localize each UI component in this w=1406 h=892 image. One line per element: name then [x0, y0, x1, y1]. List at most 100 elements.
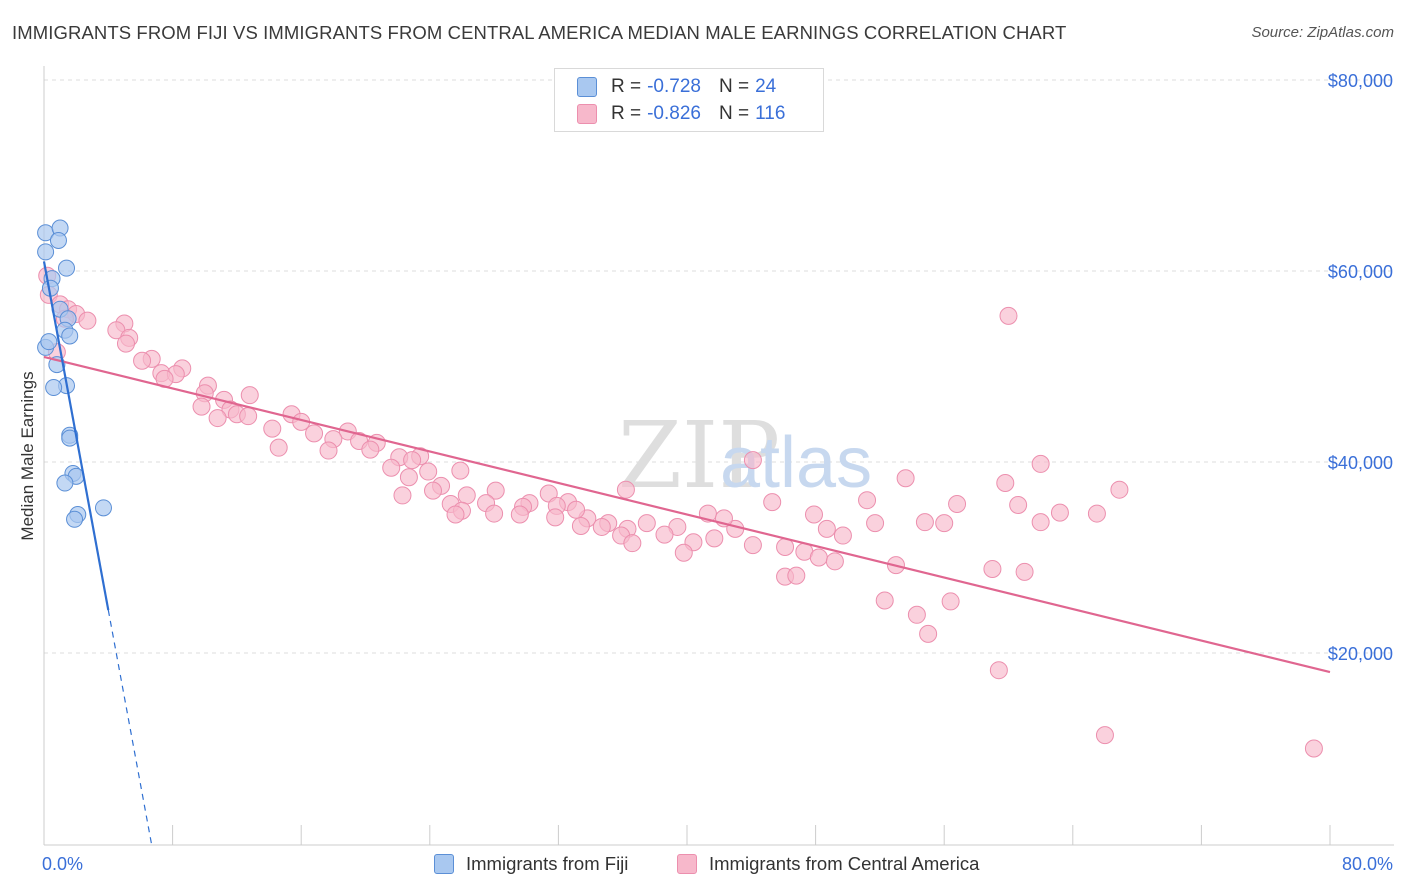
central-america-point — [875, 591, 894, 610]
central-america-legend-label: Immigrants from Central America — [709, 853, 980, 874]
central-america-point — [763, 493, 782, 512]
central-america-point — [1031, 454, 1050, 473]
central-america-point — [319, 441, 338, 460]
chart-source: Source: ZipAtlas.com — [1251, 24, 1394, 41]
central-america-point — [1009, 495, 1028, 514]
central-america-point — [361, 440, 380, 459]
watermark: ZIP atlas — [618, 402, 872, 509]
central-america-point — [948, 495, 967, 514]
central-america-point — [787, 566, 806, 585]
central-america-point — [399, 468, 418, 487]
central-america-point — [208, 409, 227, 428]
legend-row-fiji: R = -0.728 N = 24 — [577, 75, 776, 99]
y-tick-label: $60,000 — [1328, 262, 1393, 282]
bottom-legend-fiji: Immigrants from Fiji — [434, 852, 628, 876]
central-america-point — [637, 514, 656, 533]
central-america-legend-swatch — [677, 854, 697, 874]
central-america-point — [941, 592, 960, 611]
central-america-point — [239, 407, 258, 426]
central-america-point — [457, 486, 476, 505]
central-america-point — [999, 306, 1018, 325]
central-america-point — [269, 438, 288, 457]
central-america-point — [1031, 513, 1050, 532]
fiji-point — [61, 429, 79, 447]
chart-title: IMMIGRANTS FROM FIJI VS IMMIGRANTS FROM … — [12, 22, 1067, 43]
central-america-point — [592, 517, 611, 536]
central-america-point — [192, 397, 211, 416]
central-america-point — [393, 486, 412, 505]
n-label: N = — [718, 103, 750, 124]
central-america-point — [1110, 480, 1129, 499]
central-america-point — [116, 334, 135, 353]
central-america-point — [486, 481, 505, 500]
fiji-point — [94, 499, 112, 517]
fiji-legend-swatch — [434, 854, 454, 874]
central-america-point — [809, 548, 828, 567]
central-america-point — [743, 536, 762, 555]
correlation-legend: R = -0.728 N = 24 R = -0.826 N = 116 — [554, 68, 824, 132]
fiji-point — [37, 243, 55, 261]
fiji-trend-extension — [107, 609, 153, 846]
central-america-point — [485, 504, 504, 523]
central-america-point — [996, 474, 1015, 493]
central-america-point — [907, 605, 926, 624]
x-tick-label-min: 0.0% — [42, 854, 83, 874]
central-america-point — [305, 424, 324, 443]
central-america-trend-line — [43, 355, 1331, 674]
central-america-point — [743, 451, 762, 470]
central-america-point — [510, 505, 529, 524]
central-america-point — [833, 526, 852, 545]
y-tick-label: $40,000 — [1328, 453, 1393, 473]
central-america-point — [866, 514, 885, 533]
x-tick-label-max: 80.0% — [1342, 854, 1393, 874]
central-america-swatch — [577, 104, 597, 124]
n-label: N = — [718, 76, 750, 97]
fiji-legend-label: Immigrants from Fiji — [466, 853, 629, 874]
y-axis-label: Median Male Earnings — [18, 371, 37, 540]
n-value: 116 — [755, 103, 786, 124]
fiji-point — [61, 327, 79, 345]
central-america-point — [567, 500, 586, 519]
central-america-point — [655, 525, 674, 544]
fiji-point — [49, 231, 67, 249]
central-america-point — [989, 661, 1008, 680]
central-america-point — [240, 386, 259, 405]
central-america-point — [674, 543, 693, 562]
gridlines — [44, 79, 1394, 654]
central-america-point — [133, 351, 152, 370]
r-value: -0.826 — [647, 103, 701, 124]
tick-labels: $20,000 $40,000 $60,000 $80,000 0.0% 80.0% — [42, 71, 1393, 874]
central-america-point — [446, 505, 465, 524]
fiji-point — [45, 379, 63, 397]
fiji-point — [66, 510, 84, 528]
central-america-point — [825, 552, 844, 571]
central-america-point — [78, 311, 97, 330]
central-america-point — [1095, 726, 1114, 745]
r-label: R = — [611, 103, 642, 124]
fiji-trend-line — [42, 261, 110, 611]
fiji-points — [37, 219, 112, 528]
central-america-point — [424, 481, 443, 500]
axes — [43, 66, 1394, 846]
central-america-point — [419, 462, 438, 481]
r-value: -0.728 — [647, 76, 701, 97]
central-america-point — [858, 491, 877, 510]
central-america-point — [403, 451, 422, 470]
fiji-point — [40, 333, 58, 351]
central-america-point — [915, 513, 934, 532]
central-america-point — [451, 461, 470, 480]
central-america-point — [1050, 503, 1069, 522]
central-america-point — [623, 534, 642, 553]
legend-row-central-america: R = -0.826 N = 116 — [577, 102, 785, 126]
central-america-point — [817, 519, 836, 538]
central-america-point — [571, 516, 590, 535]
watermark-atlas: atlas — [720, 423, 872, 503]
fiji-point — [58, 259, 76, 277]
central-america-point — [616, 480, 635, 499]
central-america-point — [382, 458, 401, 477]
fiji-swatch — [577, 77, 597, 97]
central-america-point — [896, 469, 915, 488]
central-america-point — [1015, 562, 1034, 581]
bottom-legend-central-america: Immigrants from Central America — [677, 852, 979, 876]
